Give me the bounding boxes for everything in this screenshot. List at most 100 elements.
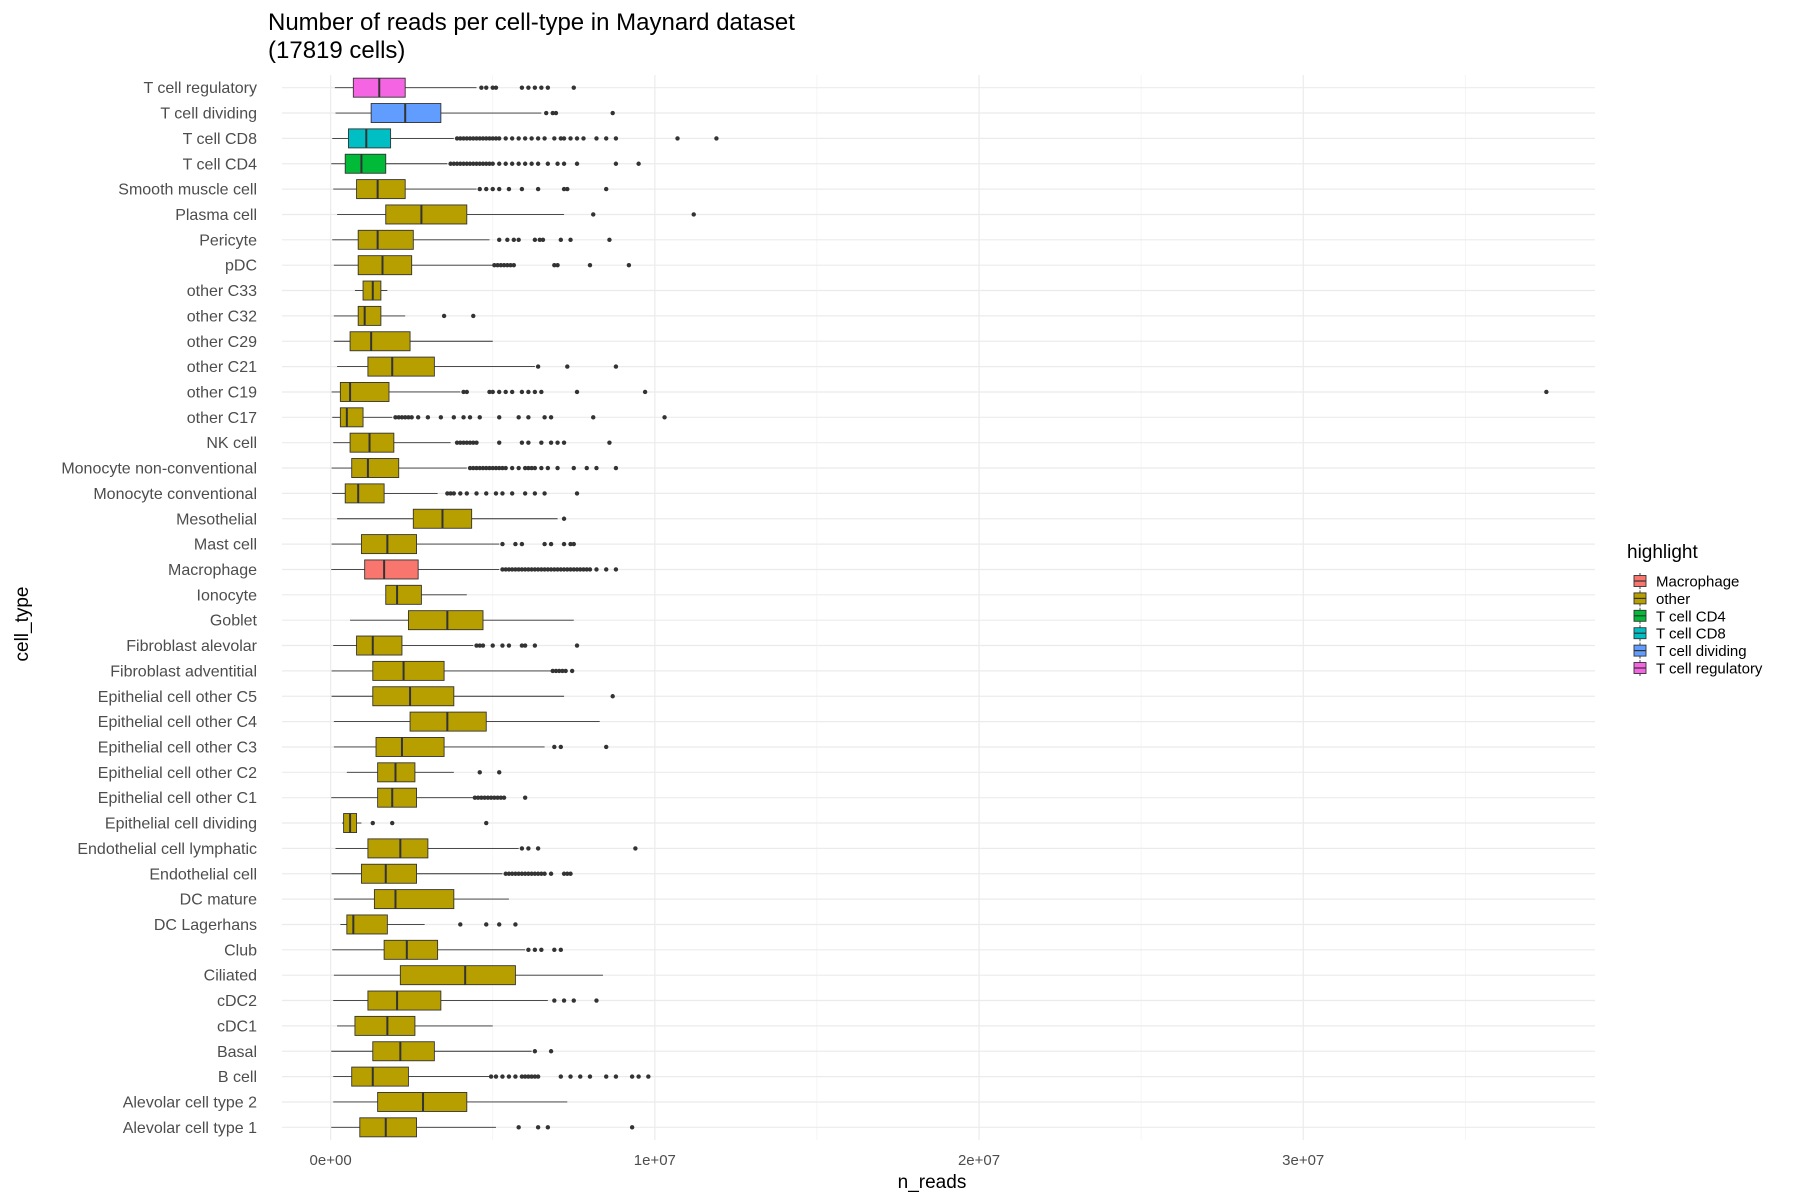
outlier-point xyxy=(555,440,560,445)
outlier-point xyxy=(613,136,619,141)
box-macrophage xyxy=(331,559,619,580)
outlier-point xyxy=(475,795,481,800)
outlier-point xyxy=(467,136,473,141)
outlier-point xyxy=(522,795,528,800)
box-cdc1 xyxy=(337,1015,493,1036)
outlier-point xyxy=(497,136,502,141)
minor-gridlines xyxy=(492,75,1466,1140)
outlier-point xyxy=(691,212,696,217)
outlier-point xyxy=(519,846,525,851)
outlier-point xyxy=(409,415,414,420)
outlier-point xyxy=(522,491,528,496)
outlier-point xyxy=(474,161,479,166)
outlier-point xyxy=(506,1074,512,1079)
outlier-point xyxy=(513,922,518,927)
outlier-point xyxy=(558,744,564,750)
outlier-point xyxy=(535,567,541,572)
outlier-point xyxy=(500,465,505,471)
iqr-box xyxy=(354,1015,416,1036)
chart-title-line-2: (17819 cells) xyxy=(268,37,405,64)
box-pdc xyxy=(333,255,632,276)
iqr-box xyxy=(356,179,406,200)
outlier-point xyxy=(472,795,478,800)
outlier-point xyxy=(490,643,495,648)
outlier-point xyxy=(532,85,538,90)
box-epithelial-cell-other-c4 xyxy=(333,711,600,732)
box-t-cell-cd4 xyxy=(331,153,641,174)
y-axis-title: cell_type xyxy=(12,587,33,662)
box-other-c33 xyxy=(354,280,388,301)
outlier-point xyxy=(529,567,534,572)
outlier-point xyxy=(555,465,560,471)
outlier-point xyxy=(519,186,525,192)
outlier-point xyxy=(370,820,375,826)
outlier-point xyxy=(477,643,482,648)
outlier-point xyxy=(474,136,479,141)
category-label: other C33 xyxy=(187,283,257,300)
category-label: B cell xyxy=(218,1069,257,1086)
box-alevolar-cell-type-2 xyxy=(333,1092,568,1112)
iqr-box xyxy=(344,483,385,504)
box-other-c29 xyxy=(333,331,493,352)
outlier-point xyxy=(503,465,508,471)
box-mesothelial xyxy=(337,508,567,529)
category-label: Alevolar cell type 1 xyxy=(123,1120,257,1137)
outlier-point xyxy=(445,491,450,496)
outlier-point xyxy=(519,541,525,547)
outlier-point xyxy=(500,541,505,547)
outlier-point xyxy=(506,567,512,572)
iqr-box xyxy=(349,331,411,352)
legend-label: T cell CD8 xyxy=(1656,626,1726,643)
category-label: Epithelial cell other C5 xyxy=(98,689,257,706)
outlier-point xyxy=(516,567,521,572)
outlier-point xyxy=(484,186,489,192)
outlier-point xyxy=(613,567,619,572)
category-label: Ciliated xyxy=(204,968,257,985)
outlier-point xyxy=(399,415,405,420)
outlier-point xyxy=(497,186,502,192)
legend-item-t-cell-cd8: T cell CD8 xyxy=(1633,625,1726,643)
outlier-point xyxy=(565,186,570,192)
outlier-point xyxy=(464,161,469,166)
outlier-point xyxy=(587,1074,593,1079)
category-label: Alevolar cell type 2 xyxy=(123,1094,257,1111)
box-alevolar-cell-type-1 xyxy=(331,1117,635,1138)
category-label: Fibroblast alevolar xyxy=(126,638,257,655)
outlier-point xyxy=(603,744,609,750)
outlier-point xyxy=(535,364,541,369)
outlier-point xyxy=(484,85,489,90)
outlier-point xyxy=(490,186,495,192)
category-label: Epithelial cell other C2 xyxy=(98,765,257,782)
outlier-point xyxy=(526,389,531,395)
iqr-box xyxy=(385,204,468,225)
iqr-box xyxy=(348,128,392,149)
outlier-point xyxy=(500,491,505,496)
outlier-point xyxy=(565,364,570,369)
outlier-point xyxy=(497,415,502,420)
outlier-point xyxy=(529,161,534,166)
outlier-point xyxy=(542,541,547,547)
outlier-point xyxy=(545,161,551,166)
iqr-box xyxy=(367,838,429,859)
outlier-point xyxy=(545,465,551,471)
outlier-point xyxy=(610,694,615,699)
iqr-box xyxy=(351,458,400,478)
outlier-point xyxy=(535,136,541,141)
outlier-point xyxy=(509,389,515,395)
category-label: Club xyxy=(224,942,257,959)
outlier-point xyxy=(500,1074,505,1079)
outlier-point xyxy=(508,262,513,268)
box-epithelial-cell-dividing xyxy=(341,813,489,833)
outlier-point xyxy=(542,871,547,876)
outlier-point xyxy=(393,415,398,420)
outlier-point xyxy=(458,161,463,166)
outlier-point xyxy=(539,871,544,876)
category-label: other C19 xyxy=(187,384,257,401)
category-label: cDC2 xyxy=(217,993,257,1010)
outlier-point xyxy=(495,262,500,268)
iqr-box xyxy=(375,737,445,757)
outlier-point xyxy=(568,567,573,572)
outlier-point xyxy=(594,998,599,1003)
outlier-point xyxy=(509,161,515,166)
outlier-point xyxy=(548,1049,554,1054)
